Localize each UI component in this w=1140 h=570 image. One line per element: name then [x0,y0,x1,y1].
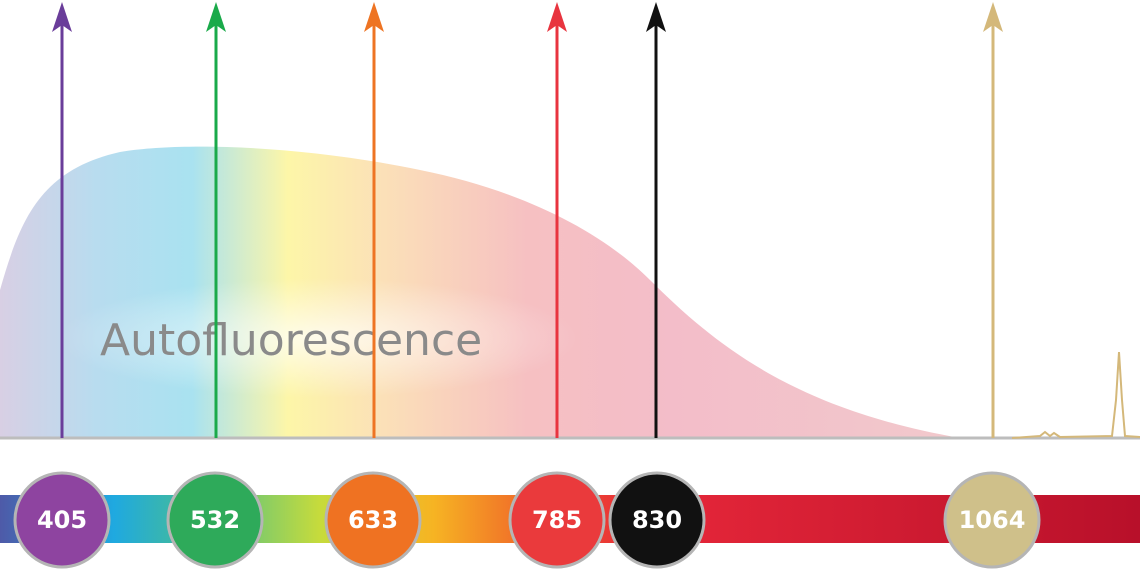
arrow-head [547,2,567,32]
arrow-head [52,2,72,32]
wavelength-label: 405 [37,506,87,534]
arrow-head [646,2,666,32]
wavelength-label: 830 [632,506,682,534]
wavelength-badge [943,471,1041,569]
wavelength-badge [13,471,111,569]
arrow-head [364,2,384,32]
arrow-head [983,2,1003,32]
raman-peak [1011,351,1140,439]
autofluorescence-label: Autofluorescence [100,315,482,366]
label-glow [58,278,578,398]
wavelength-badge [508,471,606,569]
wavelength-badge [324,471,422,569]
wavelength-badge [166,471,264,569]
wavelength-label: 532 [190,506,240,534]
wavelength-badge [608,471,706,569]
wavelength-label: 1064 [959,506,1026,534]
wavelength-label: 785 [532,506,582,534]
wavelength-label: 633 [348,506,398,534]
arrow-head [206,2,226,32]
